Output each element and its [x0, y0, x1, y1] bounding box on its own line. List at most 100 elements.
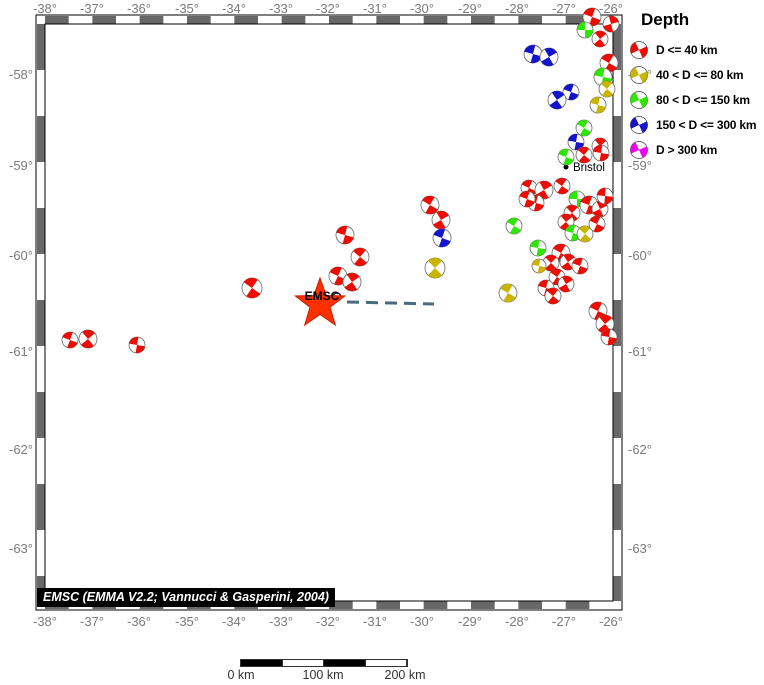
legend-item-label: D <= 40 km: [656, 42, 718, 57]
focal-mechanism-beachball: [591, 200, 609, 218]
focal-mechanism-beachball: [596, 187, 614, 205]
axis-tick-label: -26°: [599, 614, 623, 629]
emsc-epicenter-star: [293, 276, 347, 327]
axis-tick-label: -38°: [33, 1, 57, 16]
axis-tick-label: -38°: [33, 614, 57, 629]
focal-mechanism-beachball: [571, 257, 589, 275]
legend-item: D > 300 km: [629, 137, 763, 162]
focal-mechanism-beachball: [542, 254, 560, 272]
legend-item: D <= 40 km: [629, 37, 763, 62]
focal-mechanism-beachball: [595, 314, 615, 334]
focal-mechanism-beachball: [61, 331, 79, 349]
bristol-island-label: Bristol: [573, 162, 605, 174]
axis-tick-label: -32°: [316, 1, 340, 16]
legend-title: Depth: [641, 10, 690, 29]
scale-bar-label: 100 km: [302, 668, 344, 682]
axis-tick-label: -31°: [363, 1, 387, 16]
focal-mechanism-beachball: [78, 329, 98, 349]
axis-tick-label: -36°: [127, 614, 151, 629]
axis-tick-label: -60°: [9, 248, 33, 263]
beachball-icon: [630, 140, 648, 159]
focal-mechanism-beachball: [562, 83, 580, 101]
focal-mechanism-beachball: [335, 225, 355, 245]
map-scale-bar: [240, 659, 408, 667]
axis-tick-label: -29°: [458, 614, 482, 629]
axis-tick-label: -59°: [628, 158, 652, 173]
focal-mechanism-beachball: [420, 195, 440, 215]
focal-mechanism-beachball: [547, 90, 567, 110]
axis-tick-label: -60°: [628, 248, 652, 263]
focal-mechanism-beachball: [539, 47, 559, 67]
focal-mechanism-beachball: [342, 272, 362, 292]
focal-mechanism-beachball: [518, 190, 536, 208]
scale-segment: [364, 660, 407, 666]
focal-mechanism-beachball: [598, 80, 616, 98]
dashed-fault-line: [346, 300, 435, 306]
beachball-icon: [630, 65, 648, 84]
focal-mechanism-beachball: [241, 277, 263, 299]
focal-mechanism-beachball: [498, 283, 518, 303]
axis-tick-label: -31°: [363, 614, 387, 629]
focal-mechanism-beachball: [432, 228, 452, 248]
axis-tick-label: -63°: [9, 541, 33, 556]
legend-item: 40 < D <= 80 km: [629, 62, 763, 87]
focal-mechanism-beachball: [328, 266, 348, 286]
focal-mechanism-beachball: [557, 275, 575, 293]
axis-tick-label: -28°: [505, 1, 529, 16]
axis-tick-label: -26°: [599, 1, 623, 16]
focal-mechanism-beachball: [431, 210, 451, 230]
scale-segment: [324, 660, 365, 666]
legend-item: 150 < D <= 300 km: [629, 112, 763, 137]
focal-mechanism-beachball: [576, 225, 594, 243]
focal-mechanism-beachball: [576, 21, 594, 39]
focal-mechanism-beachball: [602, 15, 620, 33]
legend-item-label: D > 300 km: [656, 142, 718, 157]
focal-mechanism-beachball: [544, 287, 562, 305]
axis-tick-label: -30°: [410, 614, 434, 629]
focal-mechanism-beachball: [592, 144, 610, 162]
beachball-icon: [630, 90, 648, 109]
axis-tick-label: -61°: [9, 344, 33, 359]
focal-mechanism-beachball: [567, 133, 585, 151]
focal-mechanism-beachball: [529, 239, 547, 257]
focal-mechanism-beachball: [591, 30, 609, 48]
axis-tick-label: -59°: [9, 158, 33, 173]
beachball-icon: [630, 115, 648, 134]
axis-tick-label: -32°: [316, 614, 340, 629]
scale-bar-label: 0 km: [227, 668, 255, 682]
axis-tick-label: -36°: [127, 1, 151, 16]
focal-mechanism-beachball: [505, 217, 523, 235]
axis-tick-label: -35°: [175, 614, 199, 629]
scale-segment: [241, 660, 282, 666]
axis-tick-label: -33°: [269, 614, 293, 629]
axis-tick-label: -28°: [505, 614, 529, 629]
bristol-island-dot: [563, 164, 569, 170]
axis-tick-label: -37°: [80, 614, 104, 629]
focal-mechanism-beachball: [128, 336, 146, 354]
credit-attribution: EMSC (EMMA V2.2; Vannucci & Gasperini, 2…: [37, 588, 335, 607]
axis-tick-label: -33°: [269, 1, 293, 16]
focal-mechanism-beachball: [424, 257, 446, 279]
focal-mechanism-beachball: [557, 148, 575, 166]
focal-mechanism-beachball: [582, 7, 602, 27]
scale-segment: [281, 660, 324, 666]
axis-tick-label: -35°: [175, 1, 199, 16]
focal-mechanism-beachball: [575, 146, 593, 164]
legend-item-label: 40 < D <= 80 km: [656, 67, 744, 82]
axis-tick-label: -63°: [628, 541, 652, 556]
emsc-star-label: EMSC: [305, 289, 340, 303]
focal-mechanism-beachball: [350, 247, 370, 267]
legend-item-label: 80 < D <= 150 km: [656, 92, 750, 107]
legend-item: 80 < D <= 150 km: [629, 87, 763, 112]
focal-mechanism-beachball: [553, 177, 571, 195]
focal-mechanism-beachball: [531, 258, 547, 274]
axis-tick-label: -37°: [80, 1, 104, 16]
axis-tick-label: -27°: [552, 1, 576, 16]
axis-tick-label: -30°: [410, 1, 434, 16]
axis-tick-label: -34°: [222, 614, 246, 629]
axis-tick-label: -27°: [552, 614, 576, 629]
axis-tick-label: -61°: [628, 344, 652, 359]
axis-tick-label: -58°: [9, 67, 33, 82]
